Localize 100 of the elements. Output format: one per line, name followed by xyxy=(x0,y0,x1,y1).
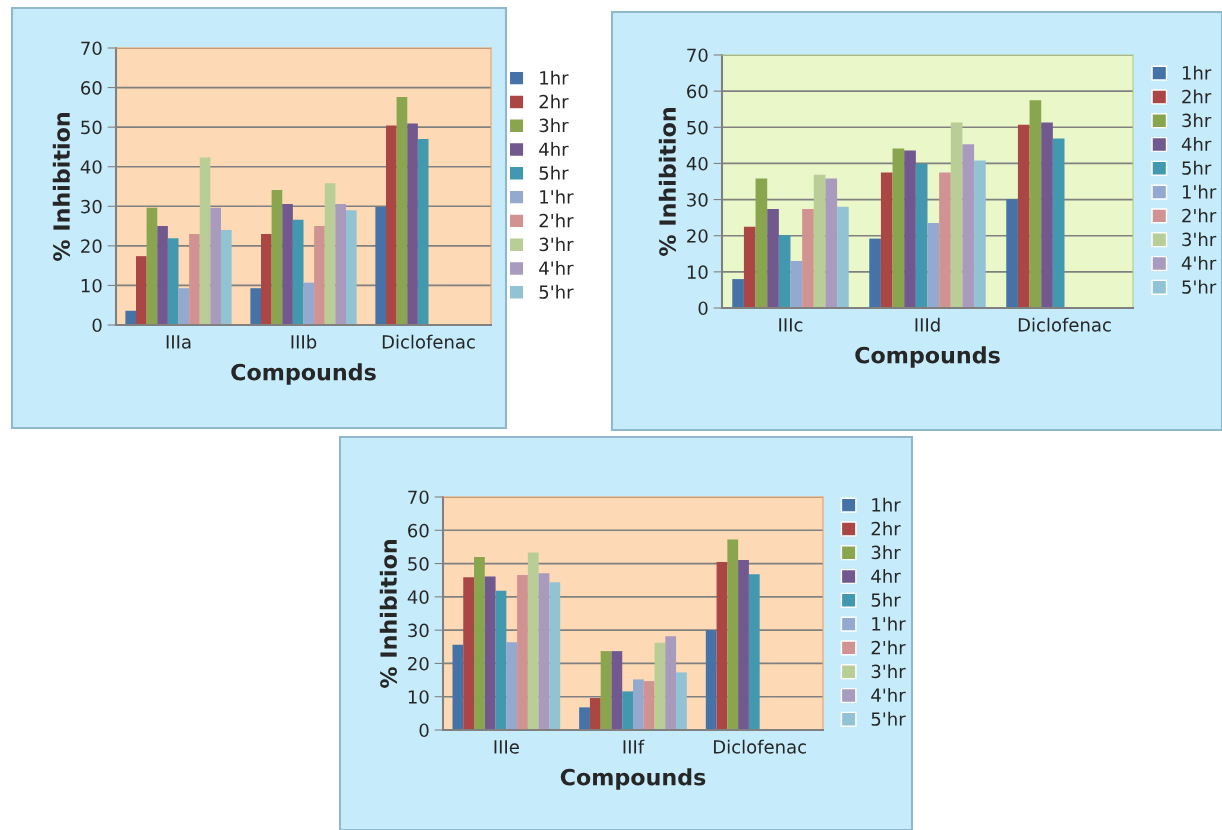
legend-label: 3'hr xyxy=(1182,232,1217,247)
bar xyxy=(767,208,779,308)
bar xyxy=(738,559,749,730)
y-tick-label: 30 xyxy=(687,193,708,207)
bar xyxy=(611,651,623,730)
bar xyxy=(125,310,136,325)
bar xyxy=(880,172,893,308)
x-tick-label: IIIf xyxy=(623,739,645,754)
bar xyxy=(474,556,485,730)
y-tick-label: 40 xyxy=(80,160,102,174)
bar xyxy=(146,207,158,325)
bar xyxy=(1041,122,1053,308)
y-tick-label: 10 xyxy=(687,265,708,279)
y-tick-label: 50 xyxy=(687,120,708,135)
legend-label: 3'hr xyxy=(871,664,906,679)
y-tick-label: 60 xyxy=(687,84,708,99)
bar xyxy=(778,235,791,308)
y-tick-label: 60 xyxy=(81,81,102,95)
bar xyxy=(743,226,756,308)
bar xyxy=(157,226,168,325)
bar xyxy=(178,288,190,325)
legend-label: 5'hr xyxy=(539,284,574,299)
x-tick-label: IIId xyxy=(915,317,940,332)
y-tick-label: 50 xyxy=(81,120,102,135)
legend-label: 4hr xyxy=(539,142,569,156)
bar xyxy=(974,160,986,308)
bar xyxy=(813,174,826,308)
bar xyxy=(386,125,397,325)
y-tick-label: 50 xyxy=(408,557,429,571)
legend-label: 1'hr xyxy=(540,189,574,204)
legend-label: 5'hr xyxy=(1182,279,1217,294)
legend-label: 4'hr xyxy=(539,261,574,275)
bar xyxy=(837,206,849,308)
bar xyxy=(802,208,814,308)
bar xyxy=(825,178,838,308)
y-tick-label: 70 xyxy=(687,48,708,63)
legend-label: 1hr xyxy=(872,497,901,512)
bar xyxy=(727,539,739,730)
legend-label: 2'hr xyxy=(871,640,906,655)
legend-label: 3hr xyxy=(871,545,901,560)
bar xyxy=(869,238,881,308)
bar xyxy=(927,223,940,308)
bar xyxy=(579,707,590,730)
legend-label: 4hr xyxy=(871,569,901,583)
y-axis-title: % Inhibition xyxy=(658,108,676,256)
bar xyxy=(396,97,408,325)
bar xyxy=(375,207,386,325)
x-tick-label: IIIe xyxy=(494,740,519,754)
x-tick-label: Diclofenac xyxy=(382,334,475,349)
legend-label: 4'hr xyxy=(1181,256,1217,270)
y-tick-label: 20 xyxy=(408,656,429,671)
bar xyxy=(417,139,429,325)
y-tick-label: 30 xyxy=(81,199,102,214)
legend-label: 2hr xyxy=(1182,89,1212,104)
legend-label: 5hr xyxy=(1182,160,1212,175)
x-axis-title: Compounds xyxy=(231,363,376,385)
y-tick-label: 40 xyxy=(686,156,708,171)
bar xyxy=(495,590,507,730)
y-tick-label: 20 xyxy=(81,239,102,253)
bar xyxy=(748,574,760,730)
legend-label: 5hr xyxy=(539,165,569,180)
legend-label: 3hr xyxy=(539,118,569,133)
bar xyxy=(527,552,539,730)
bar xyxy=(506,642,518,730)
bar xyxy=(324,183,336,325)
bar xyxy=(210,207,221,325)
bar xyxy=(1052,138,1065,308)
y-tick-label: 60 xyxy=(408,523,429,538)
x-tick-label: Diclofenac xyxy=(1018,317,1111,332)
bar xyxy=(790,261,803,308)
bar xyxy=(221,230,232,325)
legend-label: 1'hr xyxy=(1182,184,1217,199)
legend-label: 2hr xyxy=(871,521,901,536)
bar xyxy=(705,630,717,730)
legend-label: 1hr xyxy=(1182,65,1212,80)
y-tick-label: 0 xyxy=(92,318,102,333)
bar xyxy=(665,636,677,730)
y-tick-label: 20 xyxy=(687,229,708,243)
y-tick-label: 0 xyxy=(698,301,708,316)
bar xyxy=(484,576,496,730)
bar xyxy=(732,279,744,308)
legend-label: 3'hr xyxy=(539,237,574,252)
bar xyxy=(517,574,528,730)
bar xyxy=(1017,124,1030,308)
legend-label: 1'hr xyxy=(872,616,906,631)
bar xyxy=(755,178,768,308)
bar xyxy=(549,582,561,730)
legend-label: 4hr xyxy=(1181,137,1212,151)
legend-label: 3hr xyxy=(1182,113,1212,128)
y-tick-label: 70 xyxy=(408,490,429,505)
bar xyxy=(407,123,418,325)
bar xyxy=(463,577,475,730)
x-tick-label: Diclofenac xyxy=(714,739,806,754)
x-axis-title: Compounds xyxy=(855,346,1000,368)
bar xyxy=(622,691,633,730)
x-tick-label: IIIa xyxy=(166,335,191,349)
bar xyxy=(716,561,728,730)
bar xyxy=(600,651,612,730)
y-tick-label: 10 xyxy=(408,690,429,704)
bar xyxy=(199,157,211,325)
